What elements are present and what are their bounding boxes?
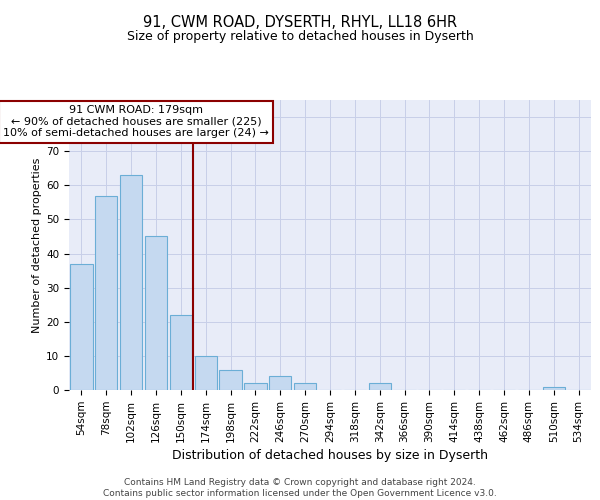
Bar [368, 383, 391, 390]
Text: 91 CWM ROAD: 179sqm
← 90% of detached houses are smaller (225)
10% of semi-detac: 91 CWM ROAD: 179sqm ← 90% of detached ho… [3, 105, 269, 138]
Text: Contains HM Land Registry data © Crown copyright and database right 2024.
Contai: Contains HM Land Registry data © Crown c… [103, 478, 497, 498]
Bar [145, 236, 167, 390]
Bar [120, 175, 142, 390]
Bar [269, 376, 292, 390]
Text: Size of property relative to detached houses in Dyserth: Size of property relative to detached ho… [127, 30, 473, 43]
X-axis label: Distribution of detached houses by size in Dyserth: Distribution of detached houses by size … [172, 449, 488, 462]
Bar [294, 383, 316, 390]
Bar [542, 386, 565, 390]
Bar [95, 196, 118, 390]
Bar [244, 383, 266, 390]
Bar [170, 315, 192, 390]
Bar [220, 370, 242, 390]
Text: 91, CWM ROAD, DYSERTH, RHYL, LL18 6HR: 91, CWM ROAD, DYSERTH, RHYL, LL18 6HR [143, 15, 457, 30]
Y-axis label: Number of detached properties: Number of detached properties [32, 158, 42, 332]
Bar [70, 264, 92, 390]
Bar [194, 356, 217, 390]
